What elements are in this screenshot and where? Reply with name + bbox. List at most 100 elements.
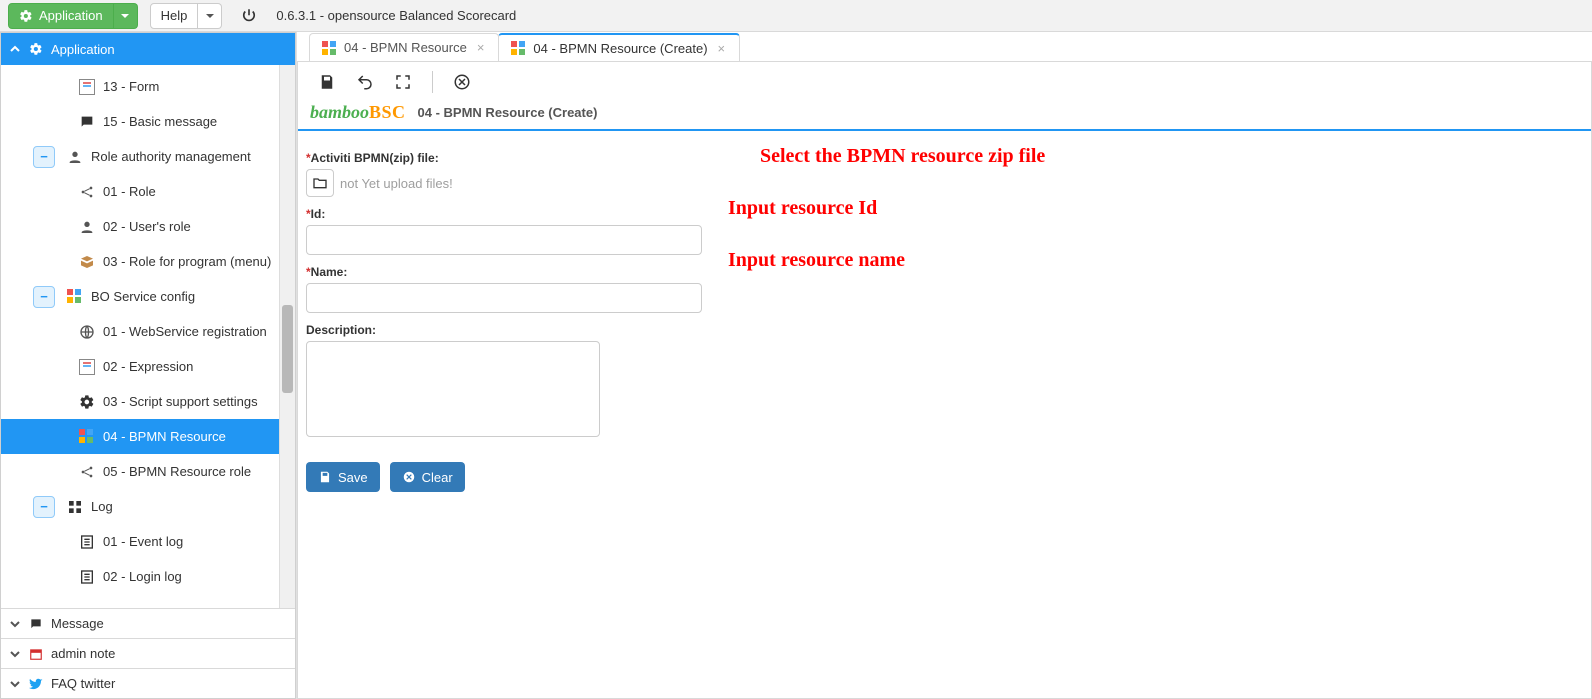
help-button-label: Help [161, 8, 188, 23]
tree-parent-log[interactable]: − Log [1, 489, 279, 524]
close-circle-icon[interactable] [453, 73, 471, 91]
chat-icon [79, 114, 95, 130]
tab-label: 04 - BPMN Resource [344, 40, 467, 55]
page-title: 04 - BPMN Resource (Create) [418, 105, 598, 120]
caret-down-icon [120, 11, 130, 21]
brand-part1: bamboo [310, 102, 369, 122]
scrollbar-thumb[interactable] [282, 305, 293, 393]
name-input[interactable] [306, 283, 702, 313]
user-icon [79, 219, 95, 235]
page-header: bambooBSC 04 - BPMN Resource (Create) [298, 102, 1591, 131]
tree-item-label: 02 - Login log [103, 569, 182, 584]
version-text: 0.6.3.1 - opensource Balanced Scorecard [276, 8, 516, 23]
sidebar-panel-application-label: Application [51, 42, 115, 57]
tree-item-label: 03 - Script support settings [103, 394, 258, 409]
tab-bpmn-resource-create[interactable]: 04 - BPMN Resource (Create) × [498, 33, 740, 61]
annotation-name: Input resource name [728, 249, 905, 272]
chevron-down-icon [9, 648, 21, 660]
tree-item-label: 01 - WebService registration [103, 324, 267, 339]
content: bambooBSC 04 - BPMN Resource (Create) *A… [297, 62, 1592, 699]
box-icon [79, 254, 95, 270]
name-label: *Name: [306, 265, 1591, 279]
tree-item-13-form[interactable]: 13 - Form [1, 69, 279, 104]
blocks-icon [511, 41, 525, 55]
blocks-icon [67, 289, 83, 305]
sidebar-tree: 13 - Form 15 - Basic message − Role auth… [1, 65, 279, 608]
tree-item-label: 13 - Form [103, 79, 159, 94]
tree-item-03-role-for-program[interactable]: 03 - Role for program (menu) [1, 244, 279, 279]
tree-item-02-expression[interactable]: 02 - Expression [1, 349, 279, 384]
twitter-icon [29, 677, 43, 691]
tree-item-05-bpmn-resource-role[interactable]: 05 - BPMN Resource role [1, 454, 279, 489]
tree-item-01-role[interactable]: 01 - Role [1, 174, 279, 209]
tree-item-02-users-role[interactable]: 02 - User's role [1, 209, 279, 244]
tree-item-label: 02 - User's role [103, 219, 191, 234]
blocks-icon [322, 41, 336, 55]
close-icon[interactable]: × [475, 40, 487, 55]
caret-down-icon [205, 11, 215, 21]
sidebar-panel-application[interactable]: Application [1, 33, 295, 65]
tree-item-01-event-log[interactable]: 01 - Event log [1, 524, 279, 559]
blocks-icon [79, 429, 95, 445]
topbar: Application Help 0.6.3.1 - opensource Ba… [0, 0, 1592, 32]
clear-button[interactable]: Clear [390, 462, 465, 492]
gear-icon [19, 9, 33, 23]
undo-icon[interactable] [356, 73, 374, 91]
tree-item-label: 05 - BPMN Resource role [103, 464, 251, 479]
calendar-icon [29, 647, 43, 661]
folder-icon [312, 175, 328, 191]
application-button-label: Application [39, 8, 103, 23]
description-label: Description: [306, 323, 1591, 337]
save-button[interactable]: Save [306, 462, 380, 492]
tree-item-label: 02 - Expression [103, 359, 193, 374]
help-dropdown-caret[interactable] [198, 3, 222, 29]
save-icon[interactable] [318, 73, 336, 91]
form-icon [79, 359, 95, 375]
tree-item-01-webservice[interactable]: 01 - WebService registration [1, 314, 279, 349]
content-toolbar [298, 62, 1591, 102]
tabstrip: 04 - BPMN Resource × 04 - BPMN Resource … [297, 32, 1592, 62]
tree-item-15-basic-message[interactable]: 15 - Basic message [1, 104, 279, 139]
tab-bpmn-resource[interactable]: 04 - BPMN Resource × [309, 33, 499, 61]
application-dropdown-caret[interactable] [114, 3, 138, 29]
chevron-up-icon [9, 43, 21, 55]
sidebar-panel-message[interactable]: Message [1, 608, 295, 638]
tree-item-label: 04 - BPMN Resource [103, 429, 226, 444]
application-button[interactable]: Application [8, 3, 114, 29]
id-input[interactable] [306, 225, 702, 255]
chevron-down-icon [9, 618, 21, 630]
sidebar-panel-faq-twitter-label: FAQ twitter [51, 676, 115, 691]
power-icon[interactable] [240, 7, 258, 25]
form-icon [79, 79, 95, 95]
form: *Activiti BPMN(zip) file: not Yet upload… [298, 131, 1591, 492]
sidebar-panel-message-label: Message [51, 616, 104, 631]
save-button-label: Save [338, 470, 368, 485]
sidebar-panel-admin-note-label: admin note [51, 646, 115, 661]
tree-item-label: 03 - Role for program (menu) [103, 254, 271, 269]
list-icon [79, 534, 95, 550]
share-icon [79, 184, 95, 200]
tree-item-04-bpmn-resource[interactable]: 04 - BPMN Resource [1, 419, 279, 454]
id-label: *Id: [306, 207, 1591, 221]
upload-button[interactable] [306, 169, 334, 197]
share-icon [79, 464, 95, 480]
tree-item-label: Role authority management [91, 149, 251, 164]
save-icon [318, 470, 332, 484]
tree-parent-role-authority[interactable]: − Role authority management [1, 139, 279, 174]
clear-button-label: Clear [422, 470, 453, 485]
close-icon[interactable]: × [716, 41, 728, 56]
tree-item-02-login-log[interactable]: 02 - Login log [1, 559, 279, 594]
collapse-icon[interactable]: − [33, 146, 55, 168]
description-input[interactable] [306, 341, 600, 437]
tree-item-label: Log [91, 499, 113, 514]
sidebar-panel-faq-twitter[interactable]: FAQ twitter [1, 668, 295, 698]
collapse-icon[interactable]: − [33, 286, 55, 308]
sidebar-panel-admin-note[interactable]: admin note [1, 638, 295, 668]
fullscreen-icon[interactable] [394, 73, 412, 91]
tree-parent-bo-service-config[interactable]: − BO Service config [1, 279, 279, 314]
tree-item-03-script-support[interactable]: 03 - Script support settings [1, 384, 279, 419]
sidebar-scrollbar[interactable] [279, 65, 295, 608]
tree-item-label: 01 - Role [103, 184, 156, 199]
collapse-icon[interactable]: − [33, 496, 55, 518]
help-button[interactable]: Help [150, 3, 199, 29]
